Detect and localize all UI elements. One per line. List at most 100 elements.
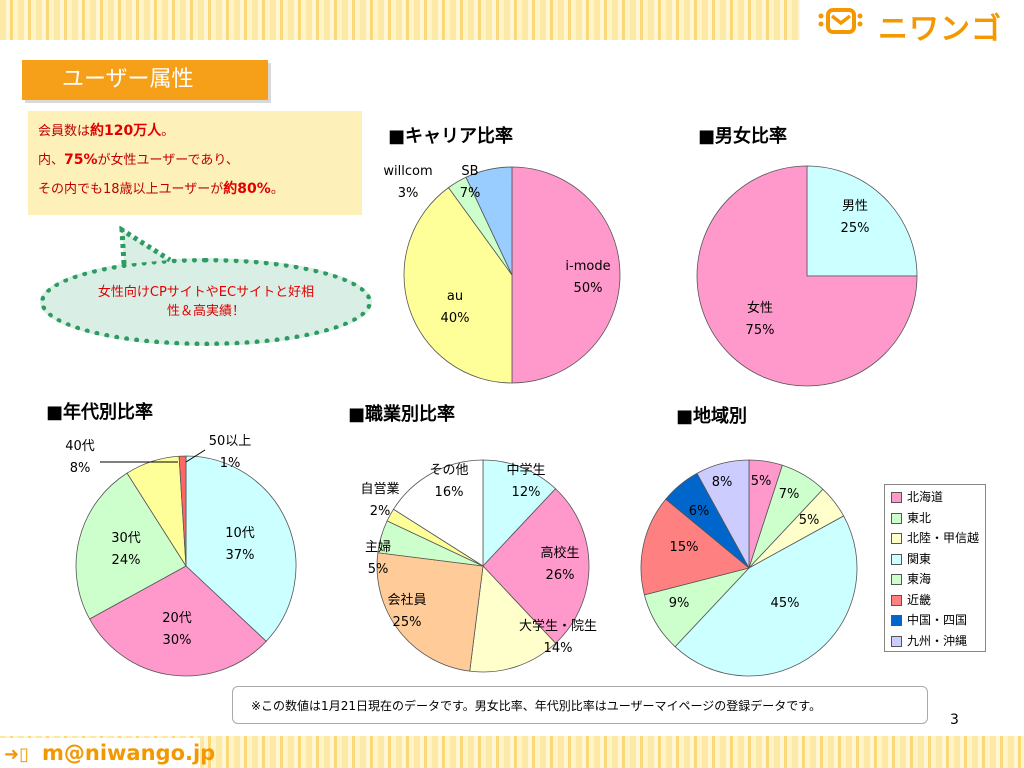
slice-name: 50以上: [209, 434, 252, 449]
legend-label: 北海道: [907, 490, 944, 504]
pie-slice: [465, 166, 513, 276]
slice-percent: 7%: [460, 186, 481, 201]
bubble-tail: [119, 226, 172, 265]
slice-label: 15%: [670, 540, 699, 555]
pie-slice: [75, 472, 187, 620]
slice-name: 大学生・院生: [519, 618, 597, 634]
legend-swatch: [891, 492, 902, 503]
section-age: ■年代別比率: [46, 402, 154, 423]
slice-label: 9%: [669, 596, 690, 611]
slice-percent: 30%: [163, 633, 192, 648]
slice-name: 女性: [747, 300, 773, 316]
slice-name: 30代: [111, 531, 141, 546]
pie-slice: [696, 459, 750, 569]
legend-label: 中国・四国: [907, 613, 968, 627]
slice-label: 会社員 25%: [387, 592, 426, 630]
slice-name: 40代: [65, 439, 95, 454]
slice-name: 自営業: [360, 481, 399, 497]
pie-slice: [696, 165, 918, 387]
header-stripes: [0, 0, 800, 40]
legend-label: 九州・沖縄: [907, 633, 968, 648]
section-gender: ■男女比率: [698, 126, 788, 147]
legend-label: 東北: [907, 510, 932, 525]
bubble-text: 女性向けCPサイトやECサイトと好相性＆高実績！: [97, 285, 315, 319]
mail-logo-icon: [818, 8, 863, 34]
footnote: ※この数値は1月21日現在のデータです。男女比率、年代別比率はユーザーマイページ…: [232, 686, 928, 724]
legend-item: 東北: [891, 508, 985, 529]
slice-label: 6%: [689, 504, 710, 519]
slice-percent: 14%: [544, 641, 573, 656]
logo-text: ニワンゴ: [878, 12, 1002, 47]
info-line-2: 内、75%が女性ユーザーであり、: [38, 152, 239, 168]
legend-swatch: [891, 574, 902, 585]
pie-slice: [403, 187, 513, 384]
legend-item: 北陸・甲信越: [891, 528, 985, 549]
legend-label: 関東: [907, 551, 932, 566]
slice-name: 会社員: [387, 592, 426, 608]
section-occupation: ■職業別比率: [348, 404, 456, 425]
slice-label: 自営業 2%: [360, 481, 399, 519]
slice-name: 10代: [225, 526, 255, 541]
slice-percent: 1%: [220, 456, 241, 471]
slice-label: 8%: [712, 475, 733, 490]
pie-slice: [185, 455, 297, 642]
slice-label: その他 16%: [429, 463, 468, 500]
slice-percent: 37%: [226, 548, 255, 563]
footer-email: m@niwango.jp: [42, 741, 216, 765]
slice-name: 男性: [842, 199, 868, 214]
page-title: ユーザー属性: [22, 60, 268, 100]
slice-percent: 50%: [574, 281, 603, 296]
leader-line: [185, 449, 206, 463]
legend-swatch: [891, 615, 902, 626]
pie-slice: [469, 565, 557, 673]
slice-label: 中学生 12%: [506, 462, 545, 500]
slice-name: 高校生: [540, 545, 579, 561]
slice-label: i-mode 50%: [565, 259, 610, 296]
slice-label: 40代 8%: [65, 439, 95, 476]
slice-label: 男性 25%: [841, 199, 870, 236]
slice-label: 10代 37%: [225, 526, 255, 563]
slice-name: 主婦: [365, 539, 391, 555]
legend-swatch: [891, 533, 902, 544]
slice-percent: 12%: [512, 485, 541, 500]
section-carrier: ■キャリア比率: [388, 126, 514, 147]
pie-slice: [806, 165, 918, 277]
slice-percent: 5%: [368, 562, 389, 577]
pie-slice: [178, 455, 187, 567]
footer-area: [0, 738, 200, 768]
info-line-1: 会員数は約120万人。: [38, 123, 175, 139]
slice-name: i-mode: [565, 259, 610, 274]
pie-slice: [511, 166, 621, 384]
slice-label: 50以上 1%: [209, 434, 252, 471]
legend-item: 北海道: [891, 487, 985, 508]
slice-percent: 75%: [746, 323, 775, 338]
region-legend: 北海道東北北陸・甲信越 関東東海近畿中国・四国九州・沖縄: [884, 484, 986, 652]
legend-item: 九州・沖縄: [891, 631, 985, 652]
slice-name: SB: [461, 164, 478, 179]
slice-name: willcom: [383, 164, 432, 179]
section-region: ■地域別: [676, 406, 748, 427]
slice-label: 45%: [771, 596, 800, 611]
slice-percent: 3%: [398, 186, 419, 201]
slice-label: 5%: [751, 474, 772, 489]
slice-label: 7%: [779, 487, 800, 502]
legend-label: 北陸・甲信越: [907, 531, 980, 545]
speech-bubble: 女性向けCPサイトやECサイトと好相性＆高実績！: [40, 258, 372, 346]
pie-slice: [482, 488, 590, 644]
legend-item: 近畿: [891, 590, 985, 611]
legend-swatch: [891, 635, 902, 647]
slice-name: 20代: [162, 611, 192, 626]
slice-percent: 2%: [370, 504, 391, 519]
legend-label: 東海: [907, 572, 932, 586]
pie-slice: [392, 459, 484, 567]
slice-percent: 16%: [435, 485, 464, 500]
pie-slice: [640, 498, 750, 596]
slice-percent: 24%: [112, 553, 141, 568]
info-box: 会員数は約120万人。 内、75%が女性ユーザーであり、 その内でも18歳以上ユ…: [28, 111, 362, 215]
slice-label: au 40%: [441, 289, 470, 326]
slice-label: 30代 24%: [111, 531, 141, 568]
legend-item: 東海: [891, 569, 985, 590]
slice-name: 中学生: [506, 462, 545, 478]
slice-label: 大学生・院生 14%: [519, 618, 597, 656]
